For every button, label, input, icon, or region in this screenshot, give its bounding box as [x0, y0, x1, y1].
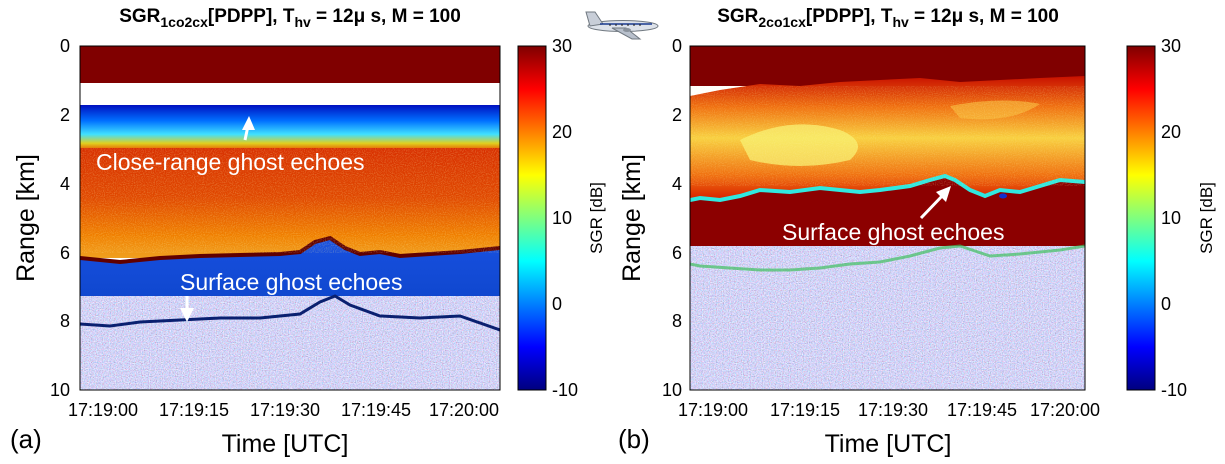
colorbar-a-ramp	[517, 45, 547, 391]
panel-a-xtick-3: 17:19:30	[250, 400, 320, 420]
panel-b-title: SGR2co1cx[PDPP], Thv = 12μ s, M = 100	[717, 6, 1059, 30]
panel-b-xtick-1: 17:19:00	[678, 400, 748, 420]
colorbar-a-tick-m10: -10	[552, 380, 578, 400]
panel-b-xticks: 17:19:00 17:19:15 17:19:30 17:19:45 17:2…	[678, 400, 1100, 420]
colorbar-a: 30 20 10 0 -10 SGR [dB]	[517, 36, 606, 400]
panel-a-grain	[80, 148, 500, 253]
panel-b-xlabel: Time [UTC]	[825, 430, 952, 458]
panel-a-ytick-0: 0	[60, 36, 70, 56]
panel-b-yticks: 0 2 4 6 8 10	[662, 36, 682, 400]
panel-a-close-range-band	[80, 105, 500, 150]
panel-a-yticks: 0 2 4 6 8 10	[50, 36, 70, 400]
colorbar-a-tick-20: 20	[552, 122, 572, 142]
panel-b-blue-spot	[999, 193, 1007, 199]
panel-a-xlabel: Time [UTC]	[222, 430, 349, 458]
colorbar-b-tick-30: 30	[1161, 36, 1181, 56]
panel-a-frame	[79, 45, 501, 391]
panel-b-letter: (b)	[618, 424, 650, 454]
panel-a-ytick-4: 4	[60, 174, 70, 194]
panel-b-ytick-6: 6	[672, 243, 682, 263]
panel-b-noise-edge	[690, 244, 1085, 272]
colorbar-b-ramp	[1126, 45, 1156, 391]
panel-b-surface-arrow	[919, 186, 951, 220]
panel-b-xtick-5: 17:20:00	[1030, 400, 1100, 420]
panel-a-xtick-5: 17:20:00	[429, 400, 499, 420]
panel-b-ytick-4: 4	[672, 174, 682, 194]
panel-a-surface-arrow	[180, 296, 194, 322]
panel-b-xtick-2: 17:19:15	[770, 400, 840, 420]
panel-b-xtick-4: 17:19:45	[947, 400, 1017, 420]
panel-b-ytick-10: 10	[662, 380, 682, 400]
colorbar-b-tick-0: 0	[1161, 294, 1171, 314]
panel-a-xticks: 17:19:00 17:19:15 17:19:30 17:19:45 17:2…	[68, 400, 499, 420]
panel-a-ytick-2: 2	[60, 105, 70, 125]
airplane-icon	[585, 11, 659, 40]
panel-b-surface-annotation: Surface ghost echoes	[782, 219, 1004, 245]
colorbar-a-label: SGR [dB]	[587, 182, 606, 254]
colorbar-b-label: SGR [dB]	[1197, 182, 1216, 254]
panel-a-xtick-4: 17:19:45	[341, 400, 411, 420]
panel-a-saturated-top	[80, 46, 500, 83]
panel-a-ytick-6: 6	[60, 243, 70, 263]
panel-a-ylabel: Range [km]	[12, 154, 40, 282]
colorbar-a-tick-10: 10	[552, 208, 572, 228]
panel-a-close-range-annotation: Close-range ghost echoes	[96, 149, 365, 175]
panel-b: SGR2co1cx[PDPP], Thv = 12μ s, M = 100 0 …	[618, 6, 1100, 458]
panel-a-low-sgr-band	[80, 238, 500, 330]
panel-a-close-range-arrow	[242, 116, 255, 141]
panel-a-heatmap	[80, 46, 500, 390]
panel-b-heatmap	[690, 46, 1085, 390]
panel-b-noise-floor	[690, 246, 1085, 390]
panel-a-xtick-2: 17:19:15	[159, 400, 229, 420]
panel-b-ytick-0: 0	[672, 36, 682, 56]
colorbar-b-tick-m10: -10	[1161, 380, 1187, 400]
panel-a-noise-edge	[80, 294, 500, 332]
panel-a-xtick-1: 17:19:00	[68, 400, 138, 420]
panel-a-letter: (a)	[10, 424, 42, 454]
panel-a-blank-gap	[80, 83, 500, 105]
colorbar-b: 30 20 10 0 -10 SGR [dB]	[1126, 36, 1216, 400]
panel-a-ytick-8: 8	[60, 311, 70, 331]
panel-b-saturated-band	[690, 176, 1085, 270]
panel-b-ytick-8: 8	[672, 311, 682, 331]
panel-b-ytick-2: 2	[672, 105, 682, 125]
colorbar-b-tick-10: 10	[1161, 208, 1181, 228]
panel-b-frame	[689, 45, 1086, 391]
colorbar-a-tick-0: 0	[552, 294, 562, 314]
panel-a-ytick-10: 10	[50, 380, 70, 400]
panel-a: SGR1co2cx[PDPP], Thv = 12μ s, M = 100 0 …	[10, 6, 501, 458]
panel-b-grain	[690, 86, 1085, 186]
colorbar-b-tick-20: 20	[1161, 122, 1181, 142]
panel-b-xtick-3: 17:19:30	[858, 400, 928, 420]
panel-a-surface-annotation: Surface ghost echoes	[180, 269, 402, 295]
panel-b-ylabel: Range [km]	[618, 154, 646, 282]
colorbar-a-tick-30: 30	[552, 36, 572, 56]
panel-a-noise-floor	[80, 296, 500, 390]
panel-a-title: SGR1co2cx[PDPP], Thv = 12μ s, M = 100	[119, 6, 461, 30]
